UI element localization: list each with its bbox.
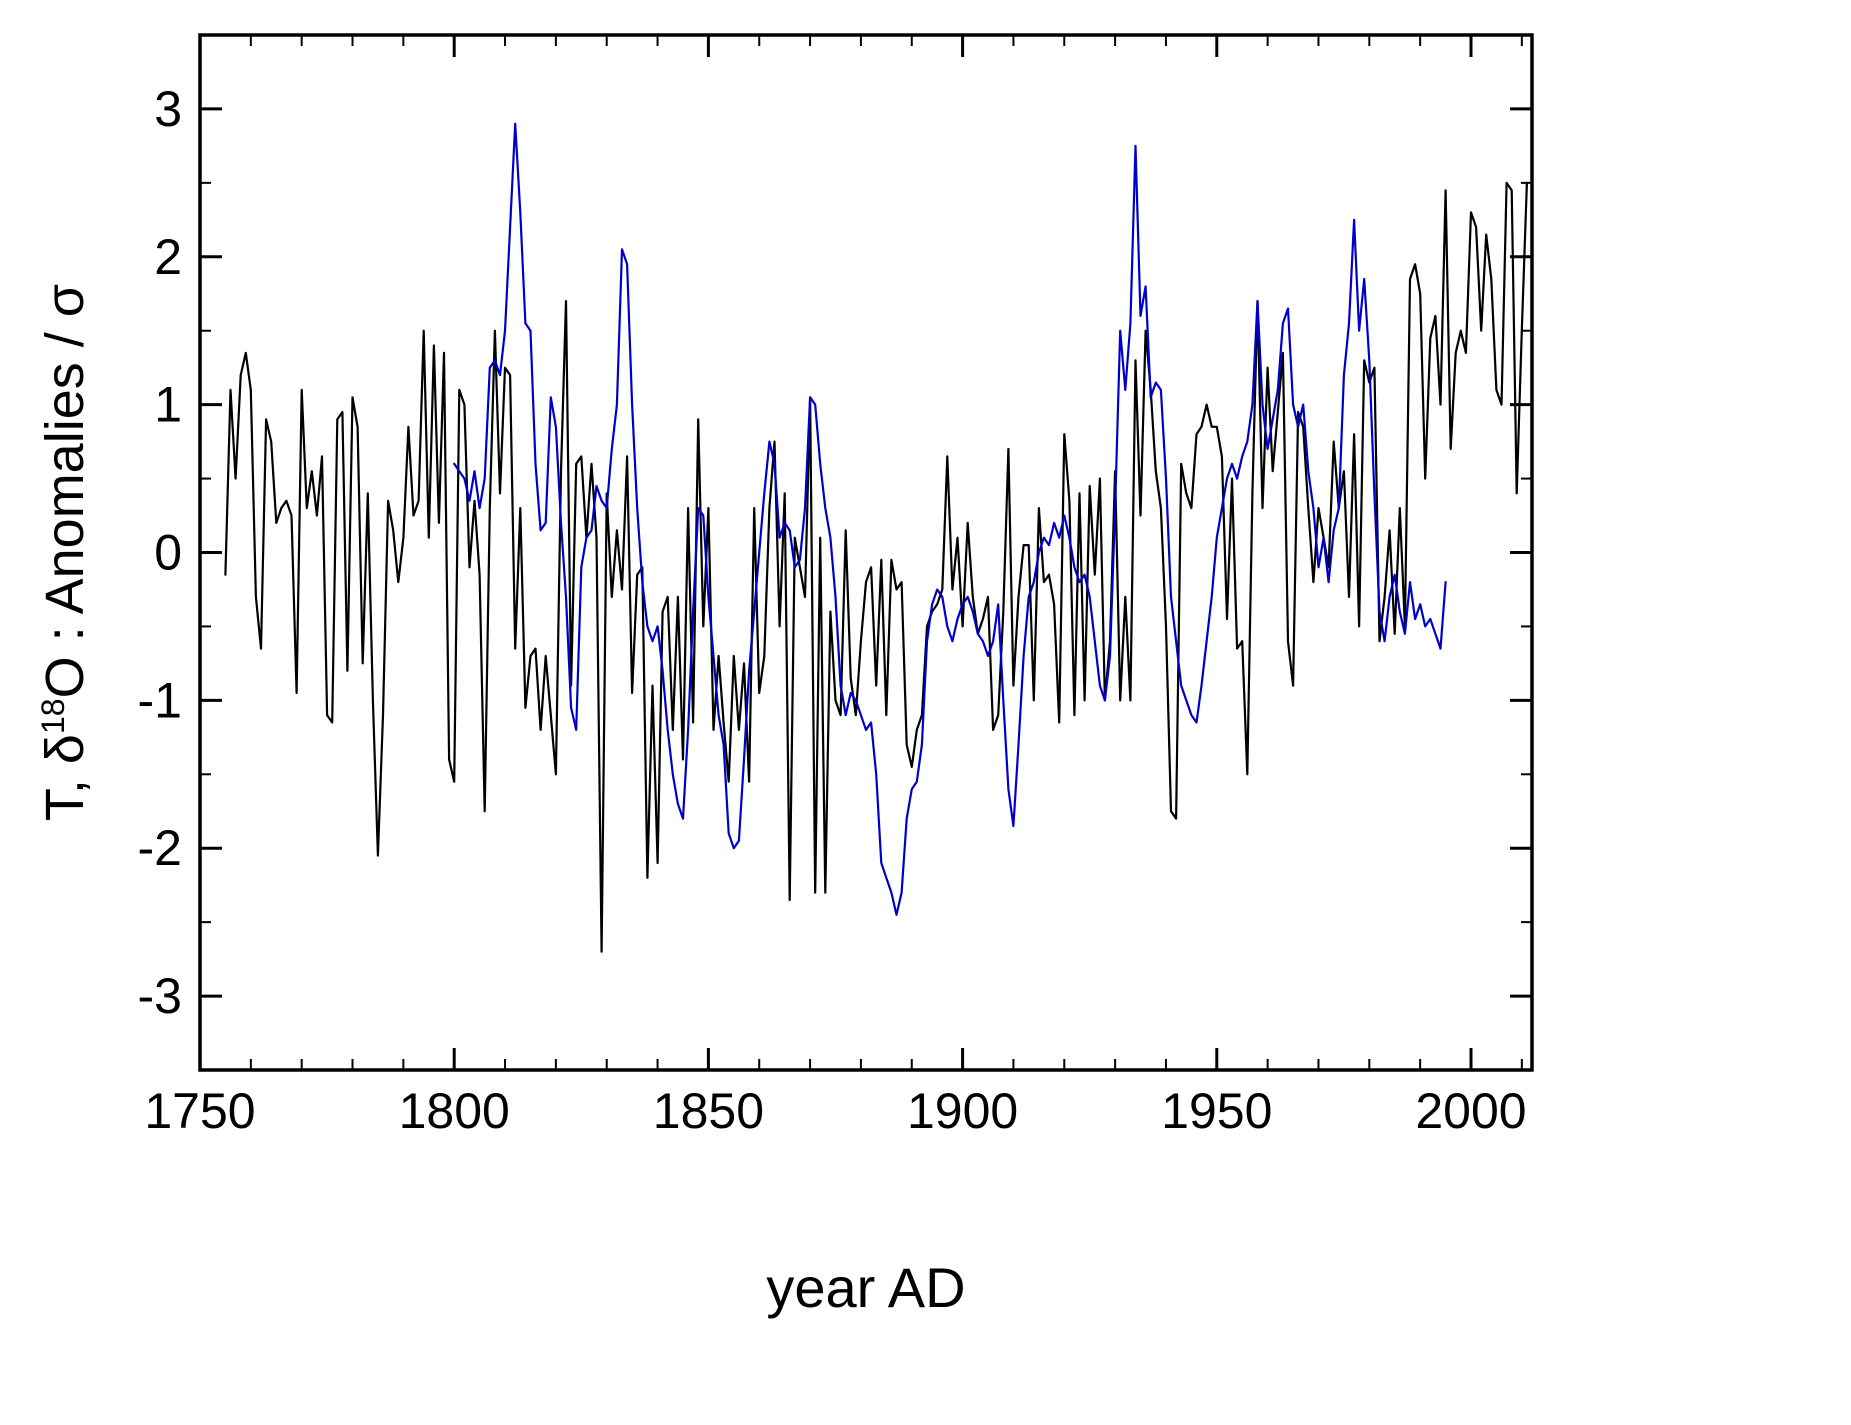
x-tick-label: 2000 bbox=[1415, 1083, 1526, 1139]
y-tick-label: 0 bbox=[154, 525, 182, 581]
d18O-anomaly-series-line bbox=[453, 122, 1447, 916]
y-tick-label: -1 bbox=[138, 672, 182, 728]
x-tick-label: 1900 bbox=[907, 1083, 1018, 1139]
y-tick-label: 1 bbox=[154, 377, 182, 433]
y-tick-label: 2 bbox=[154, 229, 182, 285]
x-axis-title: year AD bbox=[766, 1256, 966, 1319]
x-tick-label: 1750 bbox=[144, 1083, 255, 1139]
y-tick-label: 3 bbox=[154, 81, 182, 137]
x-tick-label: 1800 bbox=[399, 1083, 510, 1139]
y-tick-label: -3 bbox=[138, 968, 182, 1024]
x-tick-label: 1950 bbox=[1161, 1083, 1272, 1139]
y-axis-title: T, δ18O : Anomalies / σ bbox=[30, 35, 100, 1070]
y-axis-title-suffix: O : Anomalies / σ bbox=[35, 283, 95, 699]
y-axis-title-superscript: 18 bbox=[35, 698, 71, 735]
y-tick-label: -2 bbox=[138, 820, 182, 876]
y-axis-title-prefix: T, δ bbox=[35, 734, 95, 822]
x-tick-label: 1850 bbox=[653, 1083, 764, 1139]
temperature-anomaly-series-line bbox=[224, 181, 1529, 953]
